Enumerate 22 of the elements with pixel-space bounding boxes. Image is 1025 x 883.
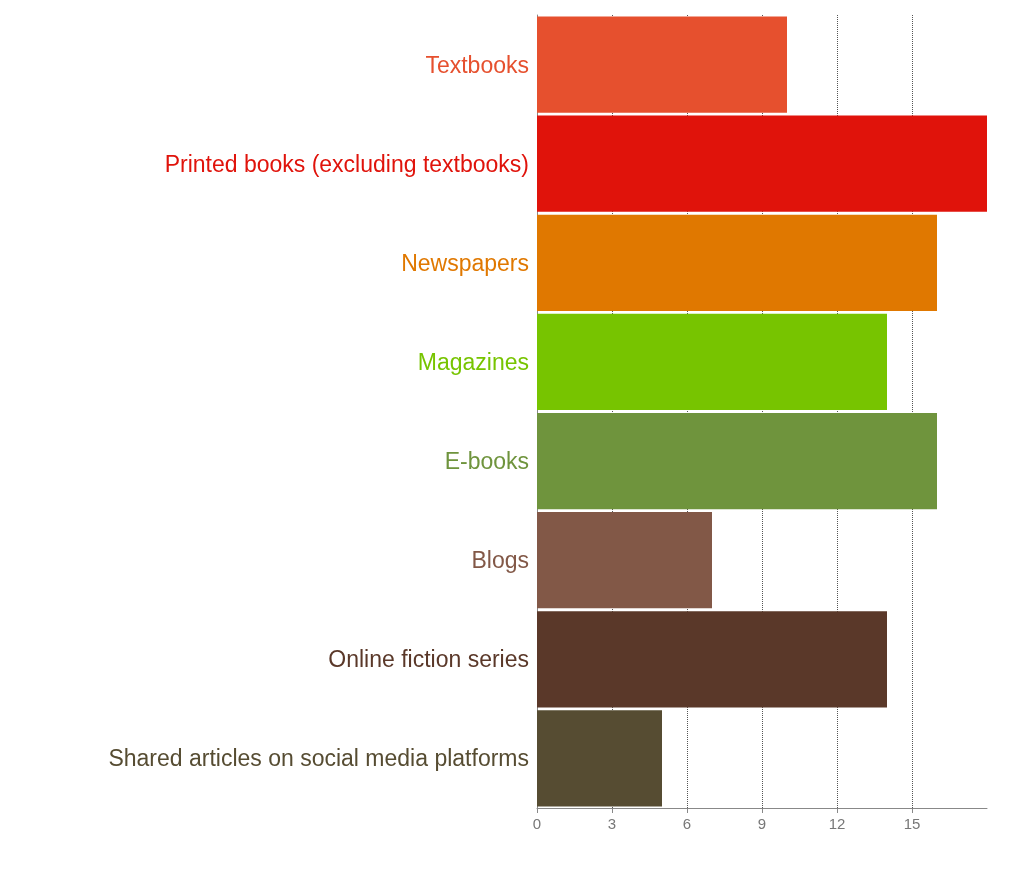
x-tick-label: 6 [682,815,692,832]
x-tick-label: 15 [903,815,921,832]
x-tick-label: 9 [757,815,767,832]
bar [537,512,712,609]
y-tick-label: Magazines [417,348,529,375]
y-tick-label: E-books [444,448,529,475]
y-tick-label: Textbooks [425,51,529,78]
x-tick-label: 3 [607,815,617,832]
bar [537,313,887,411]
x-tick-label: 0 [532,815,542,832]
y-tick-label: Shared articles on social media platforms [108,745,529,772]
bar [537,611,887,708]
y-tick-label: Blogs [471,547,529,574]
x-tick-label: 12 [828,815,846,832]
y-tick-label: Printed books (excluding textbooks) [164,150,529,177]
y-tick-label: Newspapers [401,249,529,276]
y-tick-label: Online fiction series [328,646,529,673]
bar [537,710,662,807]
bar [537,115,987,212]
bar [537,16,787,113]
bar [537,412,937,510]
bar [537,214,937,311]
